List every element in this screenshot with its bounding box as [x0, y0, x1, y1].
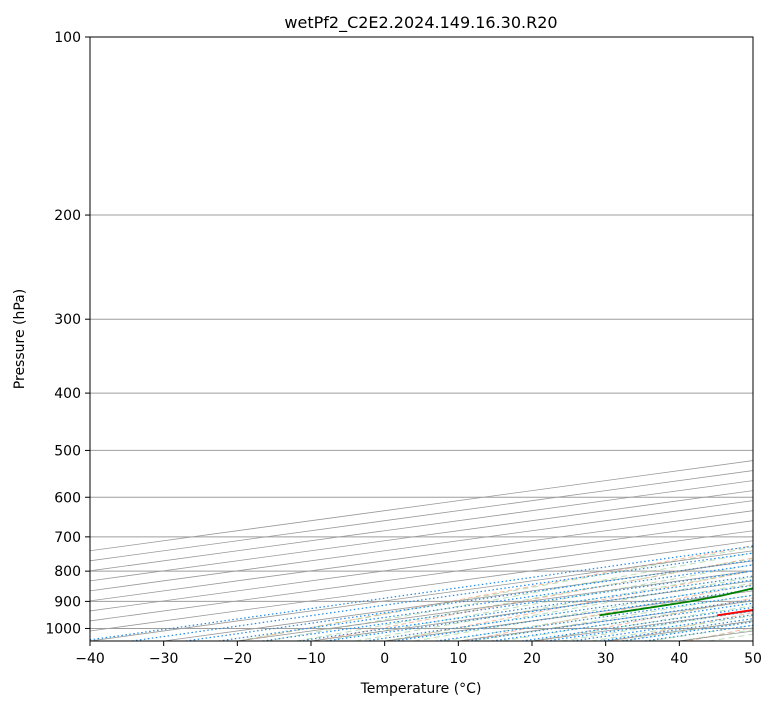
isotherm-line	[237, 570, 753, 641]
isotherm-line	[90, 480, 753, 572]
x-tick-label: −30	[149, 651, 179, 667]
dry-adiabat	[314, 557, 753, 641]
dry-adiabat	[464, 583, 753, 641]
isotherm-line	[679, 630, 753, 641]
y-tick-label: 600	[54, 490, 81, 506]
y-axis: 100 200 300 400 500 600 700 800 900 1000	[45, 30, 90, 637]
temperature-profile	[717, 608, 753, 617]
isotherm-line	[90, 540, 753, 632]
x-tick-label: 10	[449, 651, 467, 667]
y-tick-label: 1000	[45, 621, 81, 637]
y-tick-label: 400	[54, 386, 81, 402]
y-tick-label: 300	[54, 312, 81, 328]
y-tick-label: 800	[54, 564, 81, 580]
x-tick-label: 30	[597, 651, 615, 667]
isotherm-line	[90, 530, 753, 622]
mixing-ratio-line	[299, 575, 753, 641]
moist-adiabat	[414, 582, 753, 641]
mixing-ratio-line	[467, 599, 753, 641]
x-axis: −40 −30 −20 −10 0 10 20 30 40 50	[75, 641, 762, 667]
isotherm-line	[90, 490, 753, 582]
moist-adiabat	[708, 633, 753, 641]
dry-adiabat	[389, 570, 753, 641]
isotherm-line	[384, 590, 753, 641]
isotherm-line	[752, 640, 753, 641]
dry-adiabat	[688, 626, 753, 641]
isotherm-line	[90, 500, 753, 592]
isotherm-line	[90, 470, 753, 562]
isotherm-line	[310, 580, 753, 641]
isotherm-line	[458, 600, 753, 641]
dewpoint-profile	[599, 587, 753, 617]
moist-adiabat	[237, 546, 753, 641]
moist-adiabat	[325, 564, 753, 641]
moist-adiabat	[649, 624, 753, 641]
mixing-ratio-line	[131, 552, 753, 641]
moist-adiabat	[384, 576, 753, 641]
x-tick-label: 20	[523, 651, 541, 667]
moist-adiabat	[531, 605, 753, 641]
mixing-ratio-line	[394, 588, 753, 641]
moist-adiabat	[266, 552, 753, 641]
x-axis-label: Temperature (°C)	[360, 681, 482, 697]
moist-adiabat	[679, 629, 753, 641]
moist-adiabat	[473, 594, 753, 641]
x-tick-label: −40	[75, 651, 105, 667]
x-tick-label: 40	[670, 651, 688, 667]
isotherm-line	[531, 610, 753, 641]
isotherm-line	[90, 510, 753, 602]
moist-adiabat	[355, 570, 753, 641]
isotherm-line	[605, 620, 753, 641]
y-tick-label: 200	[54, 208, 81, 224]
x-tick-label: 50	[744, 651, 762, 667]
isotherm-line	[90, 460, 753, 552]
mixing-ratio-line	[326, 579, 753, 641]
mixing-ratio-line	[436, 594, 753, 641]
dry-adiabat	[239, 545, 753, 641]
data-series	[599, 587, 753, 617]
dry-adiabat	[538, 597, 753, 641]
isotherm-line	[90, 520, 753, 612]
dry-adiabat	[613, 612, 753, 641]
y-axis-label: Pressure (hPa)	[12, 289, 28, 389]
plot-frame	[89, 36, 754, 642]
x-tick-label: −20	[223, 651, 253, 667]
x-tick-label: −10	[296, 651, 326, 667]
y-tick-label: 900	[54, 594, 81, 610]
dry-adiabat	[763, 37, 775, 641]
moist-adiabat	[620, 619, 753, 641]
y-tick-label: 500	[54, 443, 81, 459]
x-tick-label: 0	[380, 651, 389, 667]
isotherm-line	[90, 550, 753, 641]
mixing-ratio-line	[365, 584, 753, 641]
y-tick-label: 100	[54, 30, 81, 46]
background-lines	[90, 37, 775, 641]
moist-adiabat	[561, 610, 753, 641]
y-tick-label: 700	[54, 530, 81, 546]
chart-title: wetPf2_C2E2.2024.149.16.30.R20	[284, 13, 557, 33]
